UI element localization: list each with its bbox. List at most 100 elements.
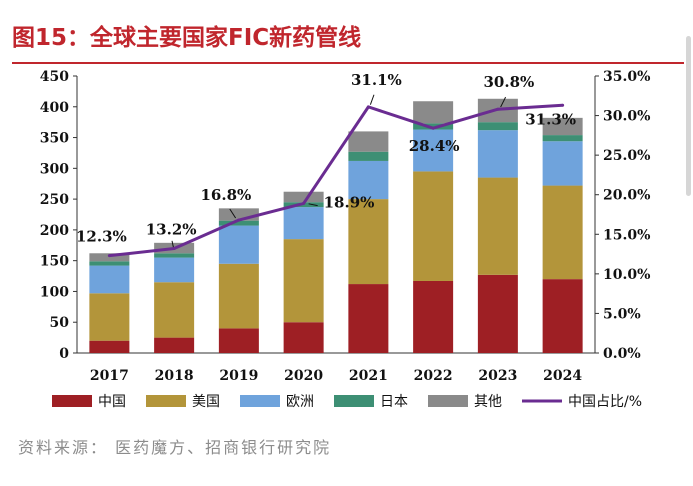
x-tick-label: 2023	[478, 368, 517, 384]
bar-segment	[542, 117, 583, 136]
bar-segment	[218, 263, 259, 329]
x-tick-label: 2022	[414, 368, 453, 384]
y2-tick-label: 30.0%	[603, 109, 650, 125]
y-tick-label: 150	[40, 254, 69, 270]
legend-swatch	[146, 395, 186, 407]
legend-label: 其他	[474, 394, 502, 410]
line-data-label: 30.8%	[483, 73, 534, 91]
line-point	[302, 201, 306, 205]
bar-segment	[89, 253, 130, 262]
y-tick-label: 350	[40, 131, 69, 147]
label-leader	[308, 203, 318, 207]
x-tick-label: 2018	[155, 368, 194, 384]
bar-segment	[154, 282, 195, 338]
y-tick-label: 200	[40, 223, 69, 239]
line-point	[431, 126, 435, 130]
line-point	[237, 218, 241, 222]
bar-segment	[89, 261, 130, 266]
line-data-label: 13.2%	[146, 221, 197, 239]
bar-segment	[348, 131, 389, 152]
bar-segment	[348, 160, 389, 200]
legend-swatch	[240, 395, 280, 407]
bar-segment	[348, 151, 389, 161]
bar-segment	[89, 293, 130, 341]
x-tick-label: 2024	[543, 368, 582, 384]
x-tick-label: 2021	[349, 368, 388, 384]
bar-segment	[218, 328, 259, 353]
y2-tick-label: 35.0%	[603, 69, 650, 85]
legend-swatch	[334, 395, 374, 407]
bar-segment	[218, 220, 259, 226]
legend-label: 中国	[98, 394, 126, 410]
bar-segment	[477, 274, 518, 353]
line-point	[107, 254, 111, 258]
chart-title: 图15：全球主要国家FIC新药管线	[12, 25, 362, 51]
bar-segment	[348, 284, 389, 353]
legend-label: 美国	[192, 394, 220, 410]
bar-segment	[218, 225, 259, 264]
y-tick-label: 400	[40, 100, 69, 116]
bar-segment	[283, 322, 324, 353]
line-point	[172, 247, 176, 251]
bar-segment	[89, 265, 130, 294]
line-data-label: 18.9%	[324, 193, 375, 211]
line-data-label: 31.3%	[525, 110, 576, 128]
bar-segment	[542, 185, 583, 280]
y-tick-label: 0	[59, 346, 69, 362]
line-series-china-share	[109, 103, 563, 258]
legend-label: 欧洲	[286, 394, 314, 410]
label-leader	[369, 94, 375, 105]
line-point	[496, 107, 500, 111]
legend-label: 中国占比/%	[568, 394, 642, 410]
y2-tick-label: 10.0%	[603, 267, 650, 283]
bar-segment	[283, 191, 324, 203]
bar-segment	[348, 199, 389, 285]
title-divider	[12, 62, 684, 64]
bar-segment	[413, 171, 454, 281]
bar-segment	[477, 122, 518, 131]
y-tick-label: 50	[50, 315, 70, 331]
legend-swatch	[428, 395, 468, 407]
y-tick-label: 450	[40, 69, 69, 85]
y2-tick-label: 15.0%	[603, 227, 650, 243]
y2-tick-label: 0.0%	[603, 346, 641, 362]
bar-segment	[154, 337, 195, 353]
line-data-label: 12.3%	[76, 228, 127, 246]
bar-segment	[283, 207, 324, 240]
line-data-label: 16.8%	[200, 186, 251, 204]
line-point	[366, 105, 370, 109]
y-tick-label: 300	[40, 161, 69, 177]
bar-segment	[154, 257, 195, 283]
bar-segment	[413, 101, 454, 124]
legend-label: 日本	[380, 394, 408, 410]
bar-segment	[283, 239, 324, 323]
bar-segment	[154, 253, 195, 258]
bar-segment	[413, 129, 454, 172]
label-leader	[500, 96, 507, 108]
y2-tick-label: 20.0%	[603, 188, 650, 204]
x-tick-label: 2020	[284, 368, 323, 384]
x-tick-label: 2019	[219, 368, 258, 384]
bar-segment	[477, 177, 518, 275]
bar-segment	[542, 141, 583, 186]
bar-segment	[542, 279, 583, 353]
y2-tick-label: 5.0%	[603, 306, 641, 322]
bar-segment	[89, 340, 130, 353]
bar-segment	[542, 135, 583, 142]
x-tick-label: 2017	[90, 368, 129, 384]
y-tick-label: 100	[40, 284, 69, 300]
label-leader	[171, 240, 174, 248]
scrollbar[interactable]	[686, 36, 691, 196]
y2-tick-label: 25.0%	[603, 148, 650, 164]
source-note: 资料来源： 医药魔方、招商银行研究院	[18, 438, 332, 457]
line-data-label: 28.4%	[409, 137, 460, 155]
bar-segment	[413, 123, 454, 130]
label-leader	[229, 208, 237, 219]
line-data-label: 31.1%	[351, 71, 402, 89]
stacked-bar-chart: 0 50 100 150 200 250 300 350 400 450 0.0% 5.0% 10.0%…	[40, 69, 651, 410]
bar-segment	[413, 280, 454, 353]
legend-swatch	[52, 395, 92, 407]
line-point	[561, 103, 565, 107]
bar-segment	[477, 130, 518, 178]
y-tick-label: 250	[40, 192, 69, 208]
